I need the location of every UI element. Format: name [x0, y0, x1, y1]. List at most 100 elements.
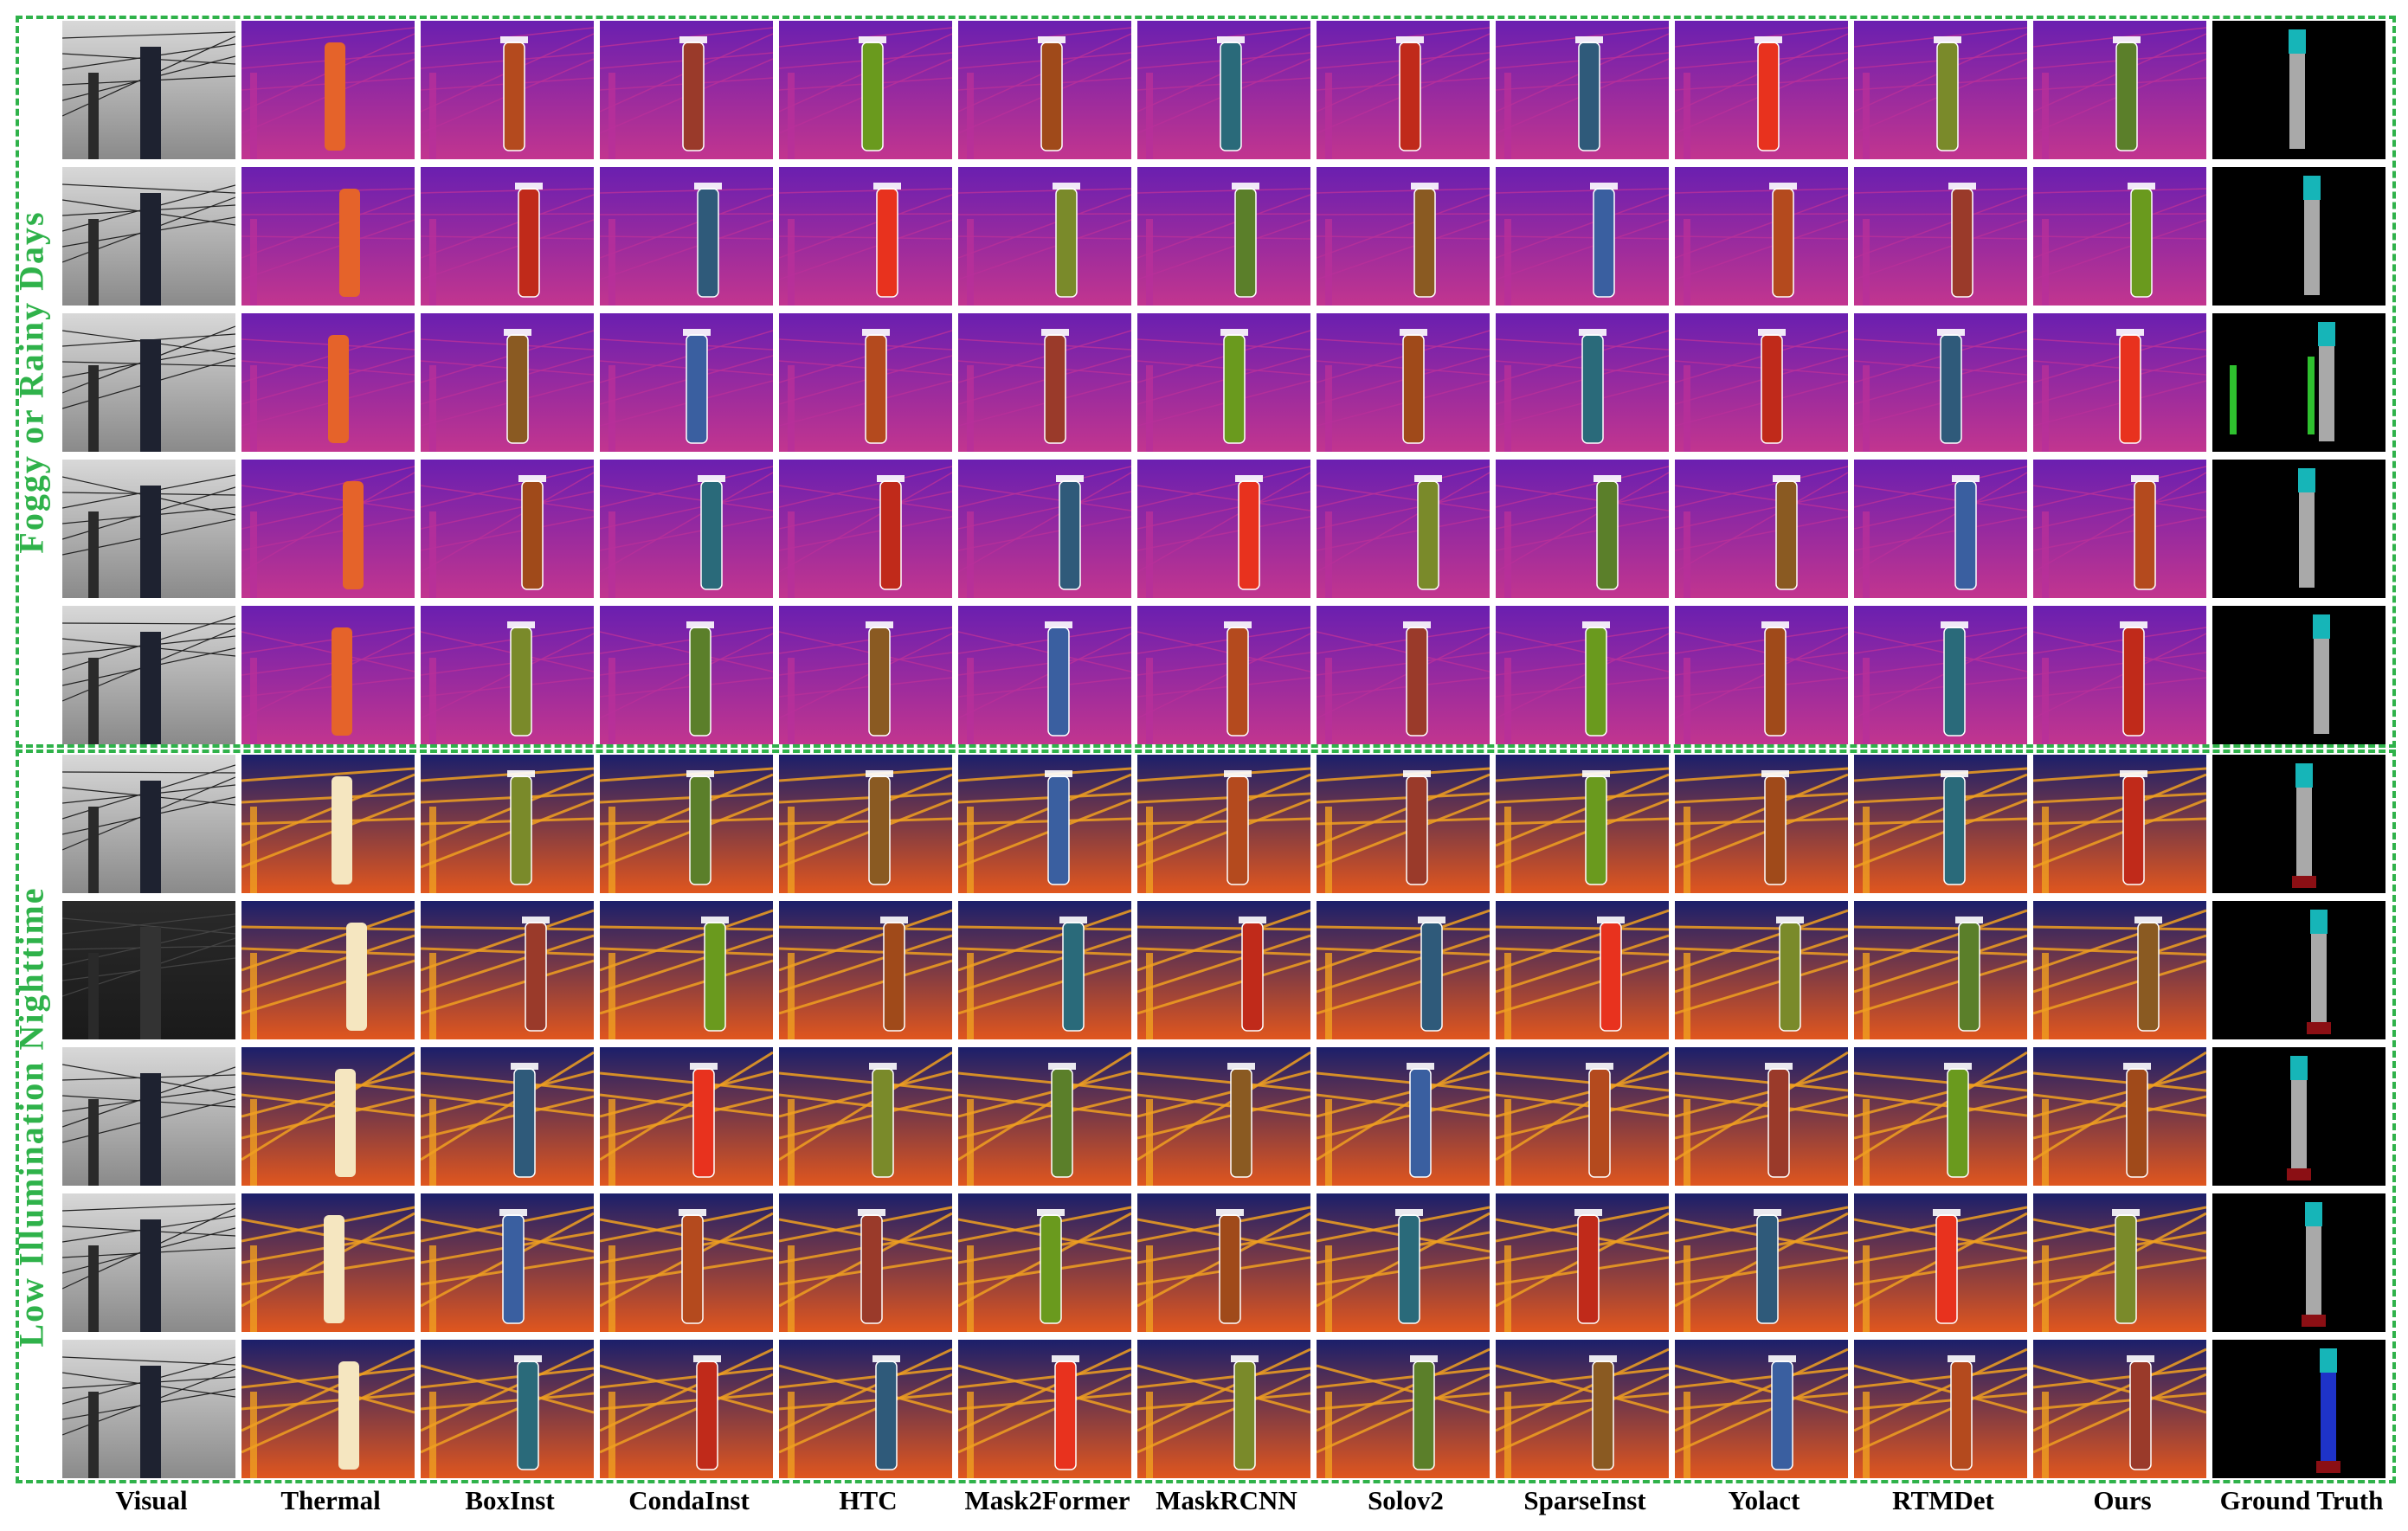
column-label-condainst: CondaInst: [628, 1485, 750, 1515]
segmentation-result-image: [958, 1340, 1131, 1478]
segmentation-result-image: [600, 460, 773, 598]
segmentation-result-image: [779, 901, 952, 1039]
segmentation-result-image: [1317, 21, 1490, 159]
segmentation-result-image: [1137, 606, 1310, 744]
section-label-night: Low Illumination Nighttime: [11, 885, 51, 1348]
segmentation-result-image: [779, 460, 952, 598]
visual-image: [62, 1047, 235, 1186]
segmentation-result-image: [1496, 901, 1669, 1039]
segmentation-result-image: [1675, 460, 1848, 598]
segmentation-result-image: [2033, 1193, 2206, 1332]
thermal-image: [241, 313, 415, 452]
visual-image: [62, 606, 235, 744]
segmentation-result-image: [1854, 901, 2027, 1039]
segmentation-result-image: [2033, 313, 2206, 452]
segmentation-result-image: [779, 755, 952, 893]
visual-image: [62, 1340, 235, 1478]
segmentation-result-image: [958, 606, 1131, 744]
segmentation-result-image: [1675, 606, 1848, 744]
ground-truth-image: [2212, 606, 2385, 744]
column-label-rtmdet: RTMDet: [1892, 1485, 1994, 1515]
segmentation-result-image: [1675, 1340, 1848, 1478]
segmentation-result-image: [958, 901, 1131, 1039]
segmentation-result-image: [421, 1047, 594, 1186]
segmentation-result-image: [421, 755, 594, 893]
segmentation-result-image: [2033, 901, 2206, 1039]
segmentation-result-image: [1317, 460, 1490, 598]
segmentation-result-image: [958, 313, 1131, 452]
thermal-image: [241, 606, 415, 744]
segmentation-result-image: [421, 901, 594, 1039]
visual-image: [62, 901, 235, 1039]
column-label-visual: Visual: [115, 1485, 188, 1515]
ground-truth-image: [2212, 460, 2385, 598]
segmentation-result-image: [1317, 1047, 1490, 1186]
segmentation-result-image: [1854, 21, 2027, 159]
segmentation-result-image: [1496, 1193, 1669, 1332]
thermal-image: [241, 1193, 415, 1332]
segmentation-result-image: [1496, 21, 1669, 159]
segmentation-result-image: [600, 901, 773, 1039]
segmentation-result-image: [1675, 755, 1848, 893]
thermal-image: [241, 1047, 415, 1186]
segmentation-result-image: [600, 755, 773, 893]
segmentation-result-image: [779, 1193, 952, 1332]
segmentation-result-image: [779, 313, 952, 452]
segmentation-result-image: [779, 1340, 952, 1478]
segmentation-result-image: [1854, 460, 2027, 598]
segmentation-result-image: [2033, 606, 2206, 744]
ground-truth-image: [2212, 167, 2385, 306]
segmentation-result-image: [1675, 901, 1848, 1039]
segmentation-result-image: [1317, 313, 1490, 452]
segmentation-result-image: [2033, 460, 2206, 598]
segmentation-result-image: [1496, 755, 1669, 893]
segmentation-result-image: [1675, 167, 1848, 306]
ground-truth-image: [2212, 1340, 2385, 1478]
visual-image: [62, 460, 235, 598]
column-label-htc: HTC: [839, 1485, 898, 1515]
column-label-solov2: Solov2: [1368, 1485, 1444, 1515]
segmentation-result-image: [1675, 21, 1848, 159]
segmentation-result-image: [779, 1047, 952, 1186]
segmentation-result-image: [1317, 901, 1490, 1039]
segmentation-result-image: [1675, 1193, 1848, 1332]
segmentation-result-image: [1317, 1340, 1490, 1478]
segmentation-result-image: [779, 606, 952, 744]
segmentation-result-image: [1137, 1340, 1310, 1478]
thermal-image: [241, 901, 415, 1039]
segmentation-result-image: [600, 1340, 773, 1478]
segmentation-result-image: [1854, 1193, 2027, 1332]
segmentation-result-image: [600, 606, 773, 744]
segmentation-result-image: [1496, 1340, 1669, 1478]
segmentation-result-image: [958, 460, 1131, 598]
segmentation-result-image: [1854, 1340, 2027, 1478]
segmentation-result-image: [421, 1340, 594, 1478]
visual-image: [62, 1193, 235, 1332]
segmentation-result-image: [1854, 1047, 2027, 1186]
segmentation-result-image: [2033, 755, 2206, 893]
foggy-section-frame: [16, 16, 2396, 748]
segmentation-result-image: [421, 167, 594, 306]
column-label-thermal: Thermal: [280, 1485, 381, 1515]
segmentation-result-image: [779, 167, 952, 306]
column-label-mask2former: Mask2Former: [964, 1485, 1130, 1515]
segmentation-result-image: [958, 167, 1131, 306]
segmentation-result-image: [1317, 606, 1490, 744]
visual-image: [62, 167, 235, 306]
ground-truth-image: [2212, 1047, 2385, 1186]
column-label-boxinst: BoxInst: [465, 1485, 555, 1515]
segmentation-result-image: [1675, 1047, 1848, 1186]
segmentation-result-image: [779, 21, 952, 159]
segmentation-result-image: [1137, 167, 1310, 306]
column-label-ours: Ours: [2093, 1485, 2152, 1515]
segmentation-result-image: [1496, 460, 1669, 598]
segmentation-result-image: [1496, 606, 1669, 744]
column-label-ground-truth: Ground Truth: [2219, 1485, 2384, 1515]
thermal-image: [241, 1340, 415, 1478]
column-label-yolact: Yolact: [1728, 1485, 1800, 1515]
segmentation-result-image: [1854, 755, 2027, 893]
segmentation-result-image: [421, 606, 594, 744]
segmentation-result-image: [1137, 901, 1310, 1039]
segmentation-result-image: [1496, 1047, 1669, 1186]
segmentation-result-image: [958, 21, 1131, 159]
